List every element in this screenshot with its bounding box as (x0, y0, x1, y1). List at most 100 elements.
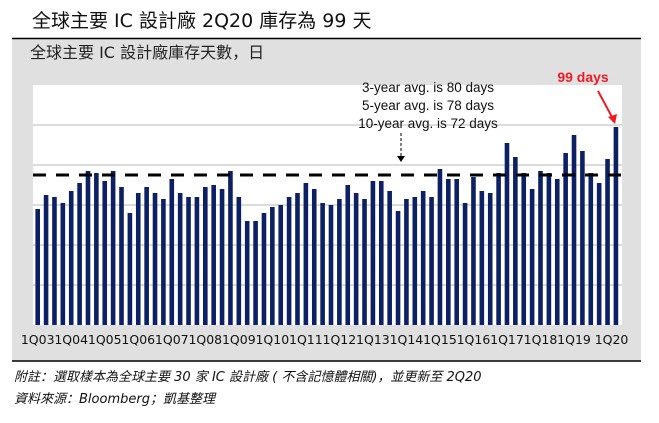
x-tick-1Q16: 1Q16 (457, 332, 491, 347)
bar-1Q07 (169, 179, 175, 325)
bar-2Q09 (244, 221, 250, 325)
bar-3Q17 (521, 173, 527, 325)
bar-1Q14 (404, 199, 409, 325)
x-tick-1Q12: 1Q12 (323, 332, 357, 347)
bar-3Q14 (420, 191, 426, 325)
bar-1Q05 (102, 181, 108, 325)
bar-1Q10 (270, 207, 275, 325)
bar-1Q12 (337, 199, 342, 325)
bar-4Q15 (462, 203, 468, 325)
x-tick-1Q17: 1Q17 (490, 332, 524, 347)
bar-2Q14 (412, 197, 418, 325)
bar-2Q10 (278, 205, 284, 325)
source-note: 資料來源：Bloomberg；凱基整理 (14, 392, 217, 407)
bar-1Q03 (35, 209, 40, 325)
bar-4Q09 (261, 213, 267, 325)
bar-3Q07 (186, 197, 191, 325)
bar-3Q08 (219, 189, 225, 325)
x-tick-1Q11: 1Q11 (289, 332, 323, 347)
x-tick-1Q10: 1Q10 (255, 332, 289, 347)
bar-3Q09 (253, 221, 258, 325)
bars (35, 127, 619, 325)
annotation-arrowhead-icon (397, 156, 405, 162)
bar-3Q19 (588, 173, 594, 325)
bar-2Q18 (546, 173, 552, 325)
figure-title: 全球主要 IC 設計廠 2Q20 庫存為 99 天 (32, 9, 372, 32)
bar-1Q11 (303, 183, 309, 325)
x-tick-1Q04: 1Q04 (54, 332, 88, 347)
bar-1Q17 (504, 143, 510, 325)
bar-2Q11 (311, 189, 317, 325)
latest-arrowhead-icon (608, 114, 617, 124)
bar-3Q13 (387, 191, 392, 325)
bar-2Q19 (580, 151, 585, 325)
bar-4Q17 (529, 189, 535, 325)
bar-1Q08 (203, 187, 208, 325)
x-tick-1Q13: 1Q13 (356, 332, 390, 347)
bar-3Q05 (119, 187, 124, 325)
bar-2Q07 (177, 193, 183, 325)
bar-3Q12 (353, 193, 359, 325)
bar-4Q12 (362, 199, 367, 325)
bar-4Q08 (228, 171, 233, 325)
bar-2Q12 (345, 185, 351, 325)
latest-value-label: 99 days (557, 69, 609, 85)
bar-3Q15 (454, 179, 459, 325)
bar-4Q10 (295, 193, 300, 325)
x-tick-1Q05: 1Q05 (88, 332, 122, 347)
bar-2Q20 (613, 127, 619, 325)
bar-4Q04 (94, 173, 99, 325)
bar-3Q11 (320, 203, 325, 325)
x-tick-1Q20: 1Q20 (595, 332, 629, 347)
bar-3Q03 (52, 197, 57, 325)
bar-2Q03 (43, 195, 49, 325)
bar-1Q09 (236, 197, 242, 325)
bar-4Q05 (127, 213, 133, 325)
bar-3Q16 (487, 193, 493, 325)
bar-3Q18 (554, 179, 560, 325)
bar-2Q13 (378, 181, 384, 325)
bar-3Q06 (152, 193, 158, 325)
bar-2Q16 (479, 191, 485, 325)
bar-2Q08 (211, 185, 216, 325)
x-tick-1Q18: 1Q18 (524, 332, 558, 347)
bar-2Q15 (446, 179, 451, 325)
bar-2Q17 (513, 157, 518, 325)
x-tick-1Q07: 1Q07 (155, 332, 189, 347)
chart-title: 全球主要 IC 設計廠庫存天數，日 (30, 43, 264, 62)
bar-4Q03 (60, 203, 66, 325)
annotation-3yr: 3-year avg. is 80 days (362, 80, 494, 95)
bar-1Q20 (605, 159, 610, 325)
bar-4Q14 (429, 197, 434, 325)
bar-1Q18 (538, 171, 543, 325)
bar-4Q16 (496, 173, 501, 325)
bar-2Q06 (144, 187, 149, 325)
bar-4Q11 (328, 205, 334, 325)
x-tick-1Q03: 1Q03 (21, 332, 55, 347)
bar-1Q04 (68, 191, 74, 325)
annotation-5yr: 5-year avg. is 78 days (362, 98, 494, 113)
x-tick-labels: 1Q03 1Q04 1Q05 1Q06 1Q07 1Q08 1Q09 1Q10 1Q11 1Q12… (21, 332, 629, 347)
x-tick-1Q08: 1Q08 (188, 332, 222, 347)
footnote: 附註：選取樣本為全球主要 30 家 IC 設計廠 ( 不含記憶體相關)，並更新至… (14, 369, 482, 385)
bar-4Q07 (194, 197, 200, 325)
bar-4Q19 (596, 183, 602, 325)
bar-1Q19 (571, 135, 577, 325)
bar-1Q15 (437, 169, 443, 325)
x-tick-1Q19: 1Q19 (557, 332, 591, 347)
bar-1Q13 (370, 181, 376, 325)
x-tick-1Q15: 1Q15 (423, 332, 457, 347)
bar-3Q10 (286, 197, 292, 325)
bar-1Q06 (135, 193, 141, 325)
bar-1Q16 (471, 177, 476, 325)
x-tick-1Q06: 1Q06 (121, 332, 155, 347)
bar-2Q04 (77, 183, 82, 325)
bar-4Q13 (395, 211, 401, 325)
x-tick-1Q09: 1Q09 (222, 332, 256, 347)
latest-arrow-line (597, 90, 613, 118)
annotation-10yr: 10-year avg. is 72 days (358, 116, 498, 131)
bar-4Q18 (563, 153, 568, 325)
x-tick-1Q14: 1Q14 (390, 332, 424, 347)
bar-4Q06 (161, 199, 166, 325)
